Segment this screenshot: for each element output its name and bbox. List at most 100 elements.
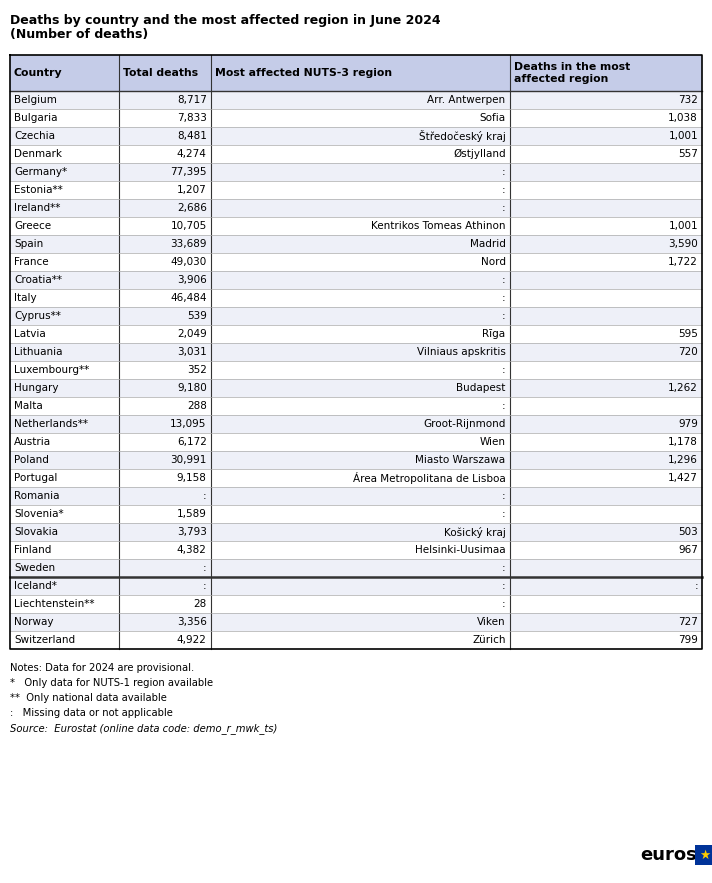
Text: Croatia**: Croatia**	[14, 275, 62, 285]
Bar	[211, 433, 510, 451]
Bar	[10, 523, 120, 541]
Bar	[211, 343, 510, 361]
Bar	[120, 469, 211, 487]
Text: Luxembourg**: Luxembourg**	[14, 365, 89, 375]
Text: Slovakia: Slovakia	[14, 527, 58, 537]
Text: 1,722: 1,722	[668, 257, 698, 267]
Text: *   Only data for NUTS-1 region available: * Only data for NUTS-1 region available	[10, 678, 213, 688]
Text: 4,922: 4,922	[177, 635, 206, 645]
Bar	[211, 199, 510, 217]
Bar	[211, 523, 510, 541]
Bar	[510, 415, 702, 433]
Text: 3,356: 3,356	[177, 617, 206, 627]
Bar	[120, 397, 211, 415]
Bar	[510, 433, 702, 451]
Text: 3,590: 3,590	[669, 239, 698, 249]
Bar	[211, 487, 510, 505]
Bar	[10, 505, 120, 523]
Text: Germany*: Germany*	[14, 167, 67, 177]
Bar	[211, 217, 510, 235]
Bar	[120, 55, 211, 91]
Bar	[120, 433, 211, 451]
Text: 1,296: 1,296	[668, 455, 698, 465]
Text: Switzerland: Switzerland	[14, 635, 75, 645]
Text: Sweden: Sweden	[14, 563, 55, 573]
Text: Groot-Rijnmond: Groot-Rijnmond	[423, 419, 506, 429]
Bar	[510, 325, 702, 343]
Bar	[211, 541, 510, 559]
Bar	[120, 145, 211, 163]
Text: 557: 557	[678, 149, 698, 159]
Bar	[10, 289, 120, 307]
Text: Sofia: Sofia	[479, 113, 506, 123]
Bar	[120, 325, 211, 343]
Text: Italy: Italy	[14, 293, 36, 303]
Text: Portugal: Portugal	[14, 473, 58, 483]
Bar	[211, 577, 510, 595]
Text: :: :	[502, 599, 506, 609]
Text: 3,031: 3,031	[177, 347, 206, 357]
Text: 979: 979	[678, 419, 698, 429]
Bar	[510, 307, 702, 325]
Text: 1,427: 1,427	[668, 473, 698, 483]
Bar	[211, 469, 510, 487]
Text: Spain: Spain	[14, 239, 43, 249]
Text: Slovenia*: Slovenia*	[14, 509, 63, 519]
Text: Budapest: Budapest	[456, 383, 506, 393]
Bar	[211, 415, 510, 433]
Text: :: :	[502, 185, 506, 195]
Bar	[510, 451, 702, 469]
Text: :   Missing data or not applicable: : Missing data or not applicable	[10, 708, 173, 718]
Bar	[120, 253, 211, 271]
Text: Iceland*: Iceland*	[14, 581, 57, 591]
Bar	[10, 397, 120, 415]
Bar	[510, 613, 702, 631]
Text: Netherlands**: Netherlands**	[14, 419, 88, 429]
Text: Austria: Austria	[14, 437, 51, 447]
Text: :: :	[694, 581, 698, 591]
Bar	[120, 577, 211, 595]
Text: Østjylland: Østjylland	[453, 149, 506, 159]
Bar	[211, 91, 510, 109]
Text: Estonia**: Estonia**	[14, 185, 63, 195]
Bar	[120, 631, 211, 649]
Bar	[211, 397, 510, 415]
Bar	[211, 361, 510, 379]
Text: 3,793: 3,793	[177, 527, 206, 537]
Bar	[510, 361, 702, 379]
Text: Denmark: Denmark	[14, 149, 62, 159]
Text: 503: 503	[679, 527, 698, 537]
Bar	[120, 343, 211, 361]
Text: Deaths in the most
affected region: Deaths in the most affected region	[513, 62, 630, 84]
Bar	[510, 55, 702, 91]
Text: :: :	[203, 563, 206, 573]
Bar	[510, 505, 702, 523]
Bar	[10, 541, 120, 559]
Text: 28: 28	[194, 599, 206, 609]
Bar	[120, 505, 211, 523]
Bar	[211, 109, 510, 127]
Text: Liechtenstein**: Liechtenstein**	[14, 599, 95, 609]
Bar	[211, 235, 510, 253]
Text: Czechia: Czechia	[14, 131, 55, 141]
Text: 967: 967	[678, 545, 698, 555]
Bar	[120, 559, 211, 577]
Text: 352: 352	[187, 365, 206, 375]
Text: Área Metropolitana de Lisboa: Área Metropolitana de Lisboa	[353, 472, 506, 484]
Text: Hungary: Hungary	[14, 383, 58, 393]
Bar	[510, 217, 702, 235]
Text: 49,030: 49,030	[170, 257, 206, 267]
Text: :: :	[502, 203, 506, 213]
Text: Vilniaus apskritis: Vilniaus apskritis	[417, 347, 506, 357]
Text: 8,717: 8,717	[177, 95, 206, 105]
Bar	[120, 541, 211, 559]
Bar	[10, 109, 120, 127]
Bar	[10, 433, 120, 451]
Bar	[510, 631, 702, 649]
Text: Finland: Finland	[14, 545, 51, 555]
Bar	[510, 181, 702, 199]
Bar	[10, 271, 120, 289]
Text: :: :	[502, 275, 506, 285]
Bar	[211, 505, 510, 523]
Text: 46,484: 46,484	[170, 293, 206, 303]
